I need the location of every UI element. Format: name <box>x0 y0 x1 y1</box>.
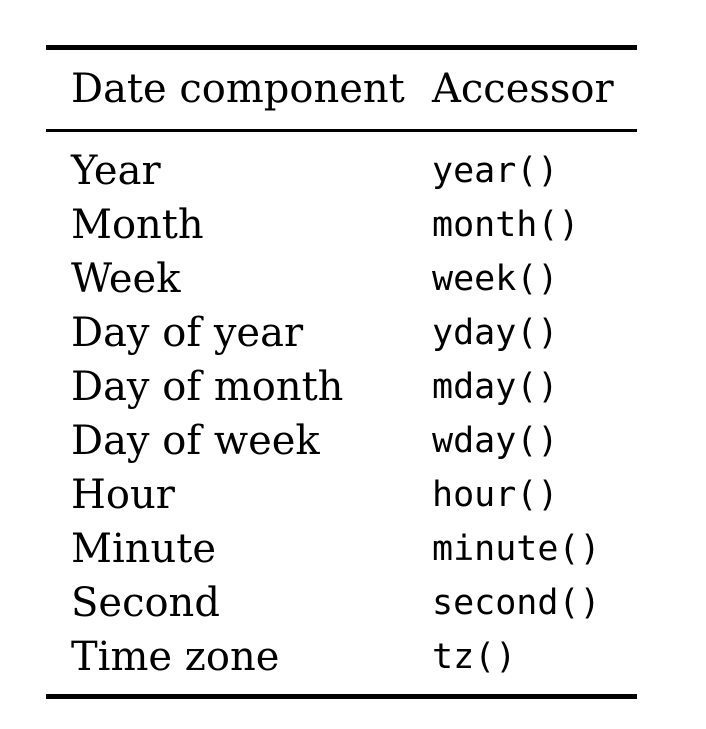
header-accessor: Accessor <box>432 66 614 112</box>
date-component-cell: Day of month <box>71 364 344 410</box>
table-row: Second second() <box>46 576 637 630</box>
accessor-cell: hour() <box>432 475 559 515</box>
accessor-cell: week() <box>432 259 559 299</box>
date-component-cell: Second <box>71 580 220 626</box>
date-accessor-table: Date component Accessor Year year() Mont… <box>46 45 637 699</box>
table-row: Day of week wday() <box>46 414 637 468</box>
accessor-cell: yday() <box>432 313 559 353</box>
date-component-cell: Minute <box>71 526 217 572</box>
table-row: Month month() <box>46 198 637 252</box>
table-header-rule <box>46 129 637 132</box>
accessor-cell: month() <box>432 205 580 245</box>
accessor-cell: tz() <box>432 637 517 677</box>
table-bottom-rule <box>46 694 637 699</box>
table-row: Year year() <box>46 144 637 198</box>
table-row: Time zone tz() <box>46 630 637 684</box>
accessor-cell: mday() <box>432 367 559 407</box>
accessor-cell: wday() <box>432 421 559 461</box>
accessor-cell: minute() <box>432 529 601 569</box>
table-row: Week week() <box>46 252 637 306</box>
date-component-cell: Week <box>71 256 181 302</box>
table-body: Year year() Month month() Week week() Da… <box>46 132 637 694</box>
date-component-cell: Hour <box>71 472 175 518</box>
table-row: Hour hour() <box>46 468 637 522</box>
date-component-cell: Day of week <box>71 418 320 464</box>
table-row: Day of year yday() <box>46 306 637 360</box>
table-row: Day of month mday() <box>46 360 637 414</box>
table-top-rule <box>46 45 637 50</box>
date-component-cell: Year <box>71 148 161 194</box>
date-component-cell: Month <box>71 202 204 248</box>
table-header-row: Date component Accessor <box>46 50 637 129</box>
date-component-cell: Time zone <box>71 634 280 680</box>
table-row: Minute minute() <box>46 522 637 576</box>
date-component-cell: Day of year <box>71 310 304 356</box>
accessor-cell: second() <box>432 583 601 623</box>
accessor-cell: year() <box>432 151 559 191</box>
header-date-component: Date component <box>71 66 405 112</box>
